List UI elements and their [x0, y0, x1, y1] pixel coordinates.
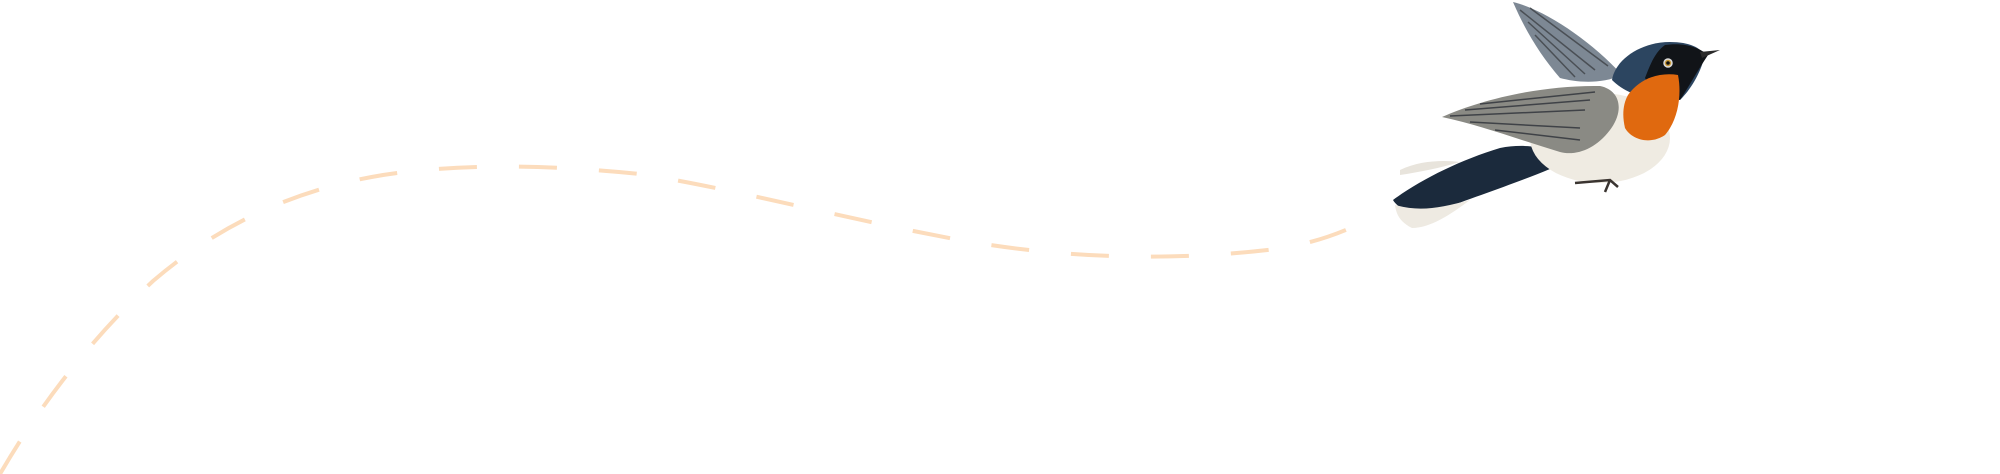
bird-illustration	[1393, 2, 1720, 228]
lower-wing-feather-lines	[1449, 91, 1596, 141]
dashed-flight-path	[0, 164, 1356, 474]
wing-feather-lines	[1519, 7, 1609, 78]
bird-lower-wing	[1442, 85, 1619, 154]
bird-beak	[1700, 50, 1720, 58]
bird-tail	[1393, 145, 1570, 213]
bird-feet	[1574, 178, 1619, 193]
bird-upper-wing	[1513, 2, 1622, 82]
bird-tail-top-white	[1400, 160, 1460, 175]
bird-orange-throat	[1623, 74, 1680, 141]
bird-tail-tip	[1395, 200, 1470, 228]
bird-pupil	[1666, 61, 1670, 65]
